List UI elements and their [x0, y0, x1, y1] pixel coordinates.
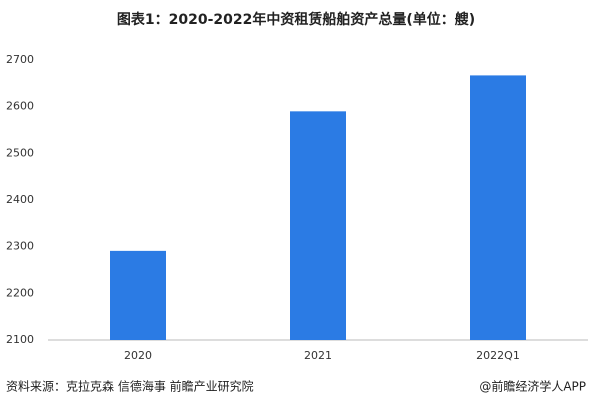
source: 资料来源：克拉克森 信德海事 前瞻产业研究院: [6, 379, 254, 394]
credit: @前瞻经济学人APP: [479, 379, 586, 394]
bar: [290, 111, 346, 340]
x-tick-label: 2021: [304, 349, 332, 362]
y-tick-label: 2200: [6, 286, 34, 299]
x-tick-label: 2020: [124, 349, 152, 362]
chart-title: 图表1：2020-2022年中资租赁船舶资产总量(单位：艘): [117, 11, 475, 28]
y-tick-label: 2300: [6, 240, 34, 253]
y-tick-label: 2100: [6, 333, 34, 346]
y-tick-label: 2700: [6, 53, 34, 66]
y-tick-label: 2500: [6, 146, 34, 159]
bar: [470, 75, 526, 341]
x-tick-label: 2022Q1: [476, 349, 520, 362]
y-tick-label: 2400: [6, 193, 34, 206]
y-tick-label: 2600: [6, 100, 34, 113]
bar: [110, 250, 166, 340]
